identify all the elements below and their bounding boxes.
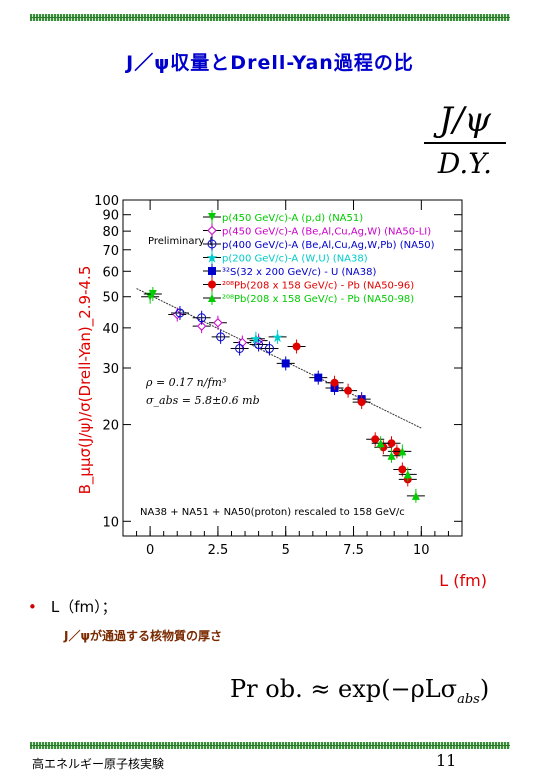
x-tick-label: 7.5 [343, 543, 364, 558]
data-point [398, 465, 407, 474]
data-point [398, 447, 407, 456]
data-point [281, 359, 290, 368]
absorption-formula: Pr ob. ≈ exp(−ρLσabs) [230, 675, 489, 707]
slide-title: J／ψ収量とDrell-Yan過程の比 [126, 52, 414, 74]
data-point: ★ [271, 330, 284, 346]
data-point [357, 398, 366, 407]
fraction-bar [424, 142, 506, 144]
data-point [411, 491, 420, 500]
y-tick-label: 50 [102, 291, 119, 306]
formula-rhs: ) [479, 675, 490, 703]
legend-header: Preliminary { [148, 236, 214, 247]
legend-marker [208, 294, 216, 302]
y-tick-label: 30 [102, 362, 119, 377]
y-tick-label: 100 [94, 194, 119, 209]
data-point: ★ [250, 332, 263, 348]
x-axis-label: L (fm) [439, 571, 487, 590]
data-point [330, 378, 339, 387]
data-point [314, 373, 323, 382]
legend-entry: ²⁰⁸Pb(208 x 158 GeV/c) - Pb (NA50-98) [222, 294, 414, 305]
legend-entry: p(450 GeV/c)-A (p,d) (NA51) [222, 213, 363, 224]
formula-subscript: abs [457, 691, 480, 707]
fraction-numerator: J/ψ [439, 100, 491, 140]
data-point [387, 439, 396, 448]
legend-entry: p(200 GeV/c)-A (W,U) (NA38) [222, 254, 368, 265]
top-rule [30, 14, 510, 21]
data-point [216, 332, 226, 342]
data-point [292, 342, 301, 351]
legend-marker: ★ [206, 251, 219, 267]
y-tick-label: 10 [102, 515, 119, 530]
data-point [371, 435, 380, 444]
legend-marker [207, 225, 217, 236]
suppression-chart: 10 20 30 40 50 60 70 80 90 100 0 2.5 5 7.5 10 B_μμσ(J/ψ… [60, 190, 490, 590]
legend-marker [208, 213, 216, 221]
legend-marker [208, 280, 216, 289]
data-point [344, 386, 353, 395]
legend-entry: ²⁰⁸Pb(208 x 158 GeV/c) - Pb (NA50-96) [222, 281, 414, 292]
y-tick-label: 80 [102, 225, 119, 240]
y-tick-label: 90 [102, 209, 119, 224]
data-point [254, 340, 264, 350]
data-point [387, 451, 396, 460]
legend-marker [208, 267, 216, 275]
formula-lhs: Pr ob. ≈ exp(−ρLσ [230, 675, 458, 703]
footer-course: 高エネルギー原子核実験 [32, 757, 165, 771]
y-tick-label: 60 [102, 265, 119, 280]
page-number: 11 [436, 751, 457, 770]
data-point [197, 313, 207, 323]
data-point [175, 308, 185, 318]
legend-entry: ³²S(32 x 200 GeV/c) - U (NA38) [222, 267, 376, 278]
y-tick-label: 20 [102, 419, 119, 434]
data-point [264, 343, 274, 353]
data-point [376, 439, 385, 448]
legend-entry: p(450 GeV/c)-A (Be,Al,Cu,Ag,W) (NA50-LI) [222, 227, 431, 238]
jpsi-dy-fraction: J/ψ D.Y. [420, 100, 510, 180]
data-point [148, 289, 157, 298]
data-point [403, 470, 412, 479]
sub-bullet: J／ψが通過する核物質の厚さ [64, 629, 222, 643]
x-tick-label: 0 [146, 543, 154, 558]
data-point [213, 318, 223, 328]
y-tick-label: 40 [102, 322, 119, 337]
legend-entry: p(400 GeV/c)-A (Be,Al,Cu,Ag,W,Pb) (NA50) [222, 240, 435, 251]
x-tick-label: 2.5 [208, 543, 229, 558]
data-point [235, 343, 245, 353]
sigma-annotation: σ_abs = 5.8±0.6 mb [146, 394, 260, 407]
data-point [196, 321, 207, 331]
x-tick-label: 10 [413, 543, 430, 558]
bottom-rule [30, 742, 510, 749]
legend-marker [207, 239, 217, 249]
bullet-item: • L（fm）； [28, 596, 117, 617]
y-tick-label: 70 [102, 244, 119, 259]
y-axis-label: B_μμσ(J/ψ)/σ(Drell-Yan)_2.9-4.5 [76, 266, 95, 495]
fraction-denominator: D.Y. [437, 147, 493, 180]
bullet-text: L（fm）； [50, 598, 117, 616]
rho-annotation: ρ = 0.17 n/fm³ [145, 376, 226, 389]
bullet-dot: • [28, 598, 37, 616]
x-tick-label: 5 [282, 543, 290, 558]
bottom-annotation: NA38 + NA51 + NA50(proton) rescaled to 1… [140, 507, 405, 518]
